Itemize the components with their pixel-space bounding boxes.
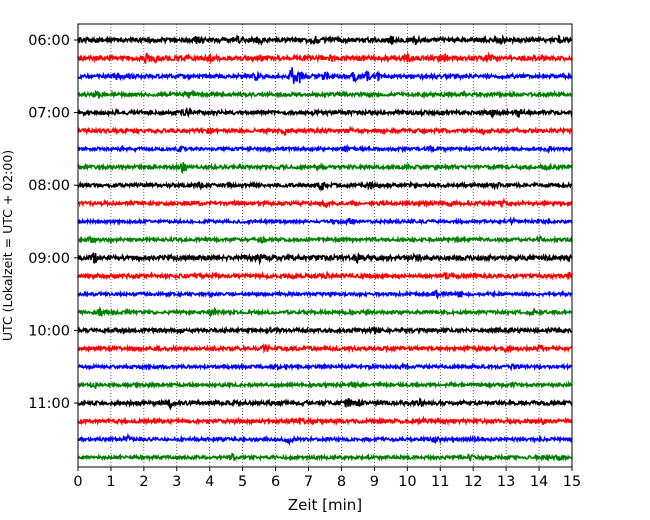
x-tick-label: 13: [497, 474, 515, 490]
trace-0815: [77, 197, 573, 209]
trace-1130: [77, 432, 573, 447]
y-tick-label: 06:00: [28, 33, 70, 49]
y-axis-label: UTC (Lokalzeit = UTC + 02:00): [0, 150, 15, 341]
y-tick-label: 09:00: [28, 251, 70, 267]
x-tick-label: 6: [271, 474, 280, 490]
y-tick-label: 11:00: [28, 396, 70, 412]
x-tick-label: 8: [337, 474, 346, 490]
trace-0930: [77, 289, 573, 300]
x-axis-label: Zeit [min]: [288, 496, 362, 514]
x-tick-label: 0: [73, 474, 82, 490]
trace-1030: [77, 362, 573, 372]
x-tick-label: 7: [304, 474, 313, 490]
grid-lines: [110, 24, 540, 467]
trace-1100: [77, 397, 573, 411]
x-tick-label: 12: [464, 474, 482, 490]
trace-0600: [77, 33, 573, 47]
trace-0915: [77, 270, 573, 281]
trace-0615: [77, 51, 573, 65]
trace-0630: [77, 67, 573, 84]
x-tick-label: 14: [530, 474, 548, 490]
trace-1045: [77, 380, 573, 390]
trace-0845: [77, 235, 573, 245]
y-axis-ticks: 06:00 07:00 08:00 09:00 10:00 11:00: [28, 33, 78, 412]
trace-0700: [77, 107, 573, 119]
x-tick-label: 11: [431, 474, 449, 490]
trace-1145: [77, 452, 573, 463]
trace-0730: [77, 143, 573, 154]
trace-1115: [77, 415, 573, 427]
trace-0645: [77, 89, 573, 100]
trace-1015: [77, 342, 573, 354]
x-tick-label: 5: [238, 474, 247, 490]
trace-0945: [77, 306, 573, 319]
trace-1000: [77, 325, 573, 336]
x-tick-label: 9: [370, 474, 379, 490]
trace-0900: [77, 251, 573, 266]
trace-0830: [77, 216, 573, 227]
y-tick-label: 08:00: [28, 178, 70, 194]
x-tick-label: 3: [172, 474, 181, 490]
x-axis-ticks: 0 1 2 3 4 5 6 7 8 9 10 11 12 13 14 15: [73, 467, 581, 490]
trace-layer: [77, 33, 573, 463]
x-tick-label: 1: [106, 474, 115, 490]
x-tick-label: 2: [139, 474, 148, 490]
plot-frame: [77, 23, 573, 468]
x-tick-label: 4: [205, 474, 214, 490]
y-tick-label: 10:00: [28, 323, 70, 339]
trace-0745: [77, 161, 573, 175]
trace-0800: [77, 180, 573, 192]
y-tick-label: 07:00: [28, 106, 70, 122]
x-tick-label: 10: [398, 474, 416, 490]
x-tick-label: 15: [563, 474, 581, 490]
trace-0715: [77, 125, 573, 136]
